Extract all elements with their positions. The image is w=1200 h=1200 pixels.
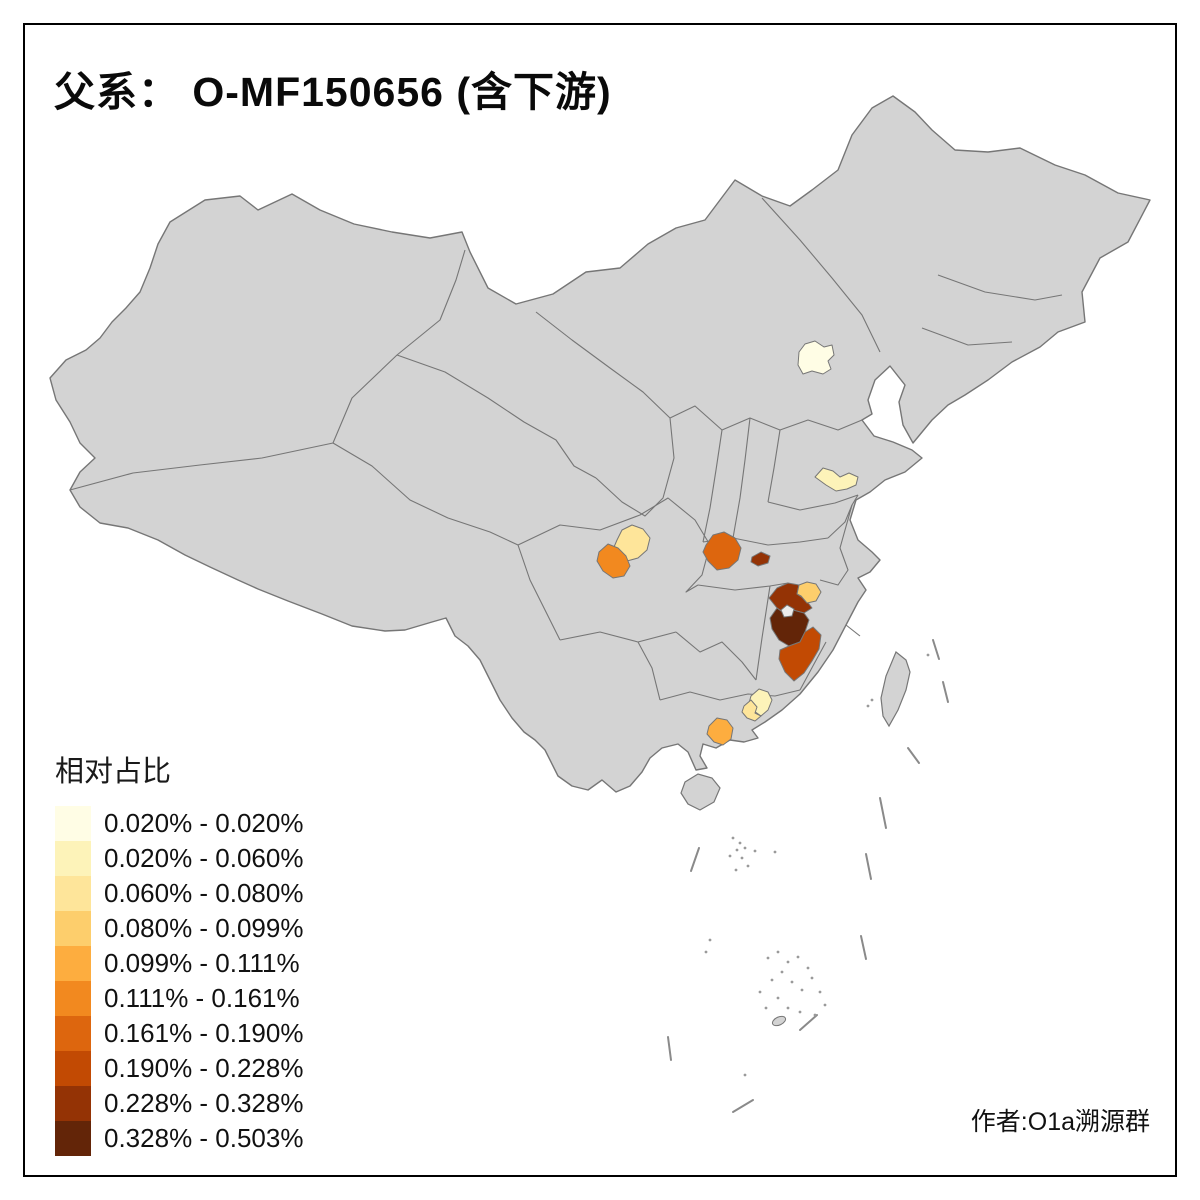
legend-swatch	[55, 841, 91, 876]
legend-label: 0.111% - 0.161%	[104, 983, 300, 1013]
south-china-sea-islets	[704, 653, 930, 1077]
poyang-lake	[780, 604, 795, 618]
legend-label: 0.161% - 0.190%	[104, 1018, 304, 1048]
map-region-chongqing-area	[702, 531, 742, 571]
legend-label: 0.080% - 0.099%	[104, 913, 304, 943]
legend-item: 0.060% - 0.080%	[55, 876, 303, 911]
legend-label: 0.328% - 0.503%	[104, 1123, 304, 1153]
islet-south	[771, 1015, 787, 1027]
legend-item: 0.228% - 0.328%	[55, 1086, 303, 1121]
nine-dash-line	[667, 639, 949, 1113]
legend-item: 0.099% - 0.111%	[55, 946, 303, 981]
legend-swatch	[55, 806, 91, 841]
legend-label: 0.060% - 0.080%	[104, 878, 304, 908]
legend-swatch	[55, 1016, 91, 1051]
taiwan-island	[880, 651, 911, 728]
legend-swatch	[55, 1121, 91, 1156]
china-mainland	[49, 95, 1151, 793]
legend-label: 0.020% - 0.020%	[104, 808, 304, 838]
legend-label: 0.020% - 0.060%	[104, 843, 304, 873]
map-region-sichuan-southwest	[596, 543, 631, 579]
map-region-beijing-area	[797, 340, 835, 375]
map-region-hubei-west-small	[750, 551, 771, 567]
colored-regions	[596, 340, 859, 746]
map-region-jiangxi-south	[778, 626, 822, 682]
legend-item: 0.328% - 0.503%	[55, 1121, 303, 1156]
page-title: 父系： O-MF150656 (含下游)	[54, 69, 612, 115]
legend-swatch	[55, 911, 91, 946]
legend-item: 0.190% - 0.228%	[55, 1051, 303, 1086]
plot-frame	[23, 23, 1177, 1177]
legend-label: 0.190% - 0.228%	[104, 1053, 304, 1083]
hainan-island	[680, 773, 721, 811]
map-region-guangdong-central	[741, 699, 762, 722]
legend-title: 相对占比	[55, 756, 172, 788]
legend-item: 0.111% - 0.161%	[55, 981, 303, 1016]
legend-swatch	[55, 1086, 91, 1121]
legend-swatch	[55, 1051, 91, 1086]
legend-swatch	[55, 876, 91, 911]
attribution-text: 作者:O1a溯源群	[970, 1108, 1150, 1136]
legend-label: 0.228% - 0.328%	[104, 1088, 304, 1118]
legend: 相对占比 0.020% - 0.020% 0.020% - 0.060% 0.0…	[55, 748, 303, 1156]
map-region-jiangxi-northeast	[796, 581, 822, 604]
legend-item: 0.080% - 0.099%	[55, 911, 303, 946]
map-region-shandong-west	[814, 467, 859, 492]
map-region-guangdong-west	[706, 717, 734, 746]
legend-swatch	[55, 981, 91, 1016]
legend-item: 0.161% - 0.190%	[55, 1016, 303, 1051]
legend-item: 0.020% - 0.060%	[55, 841, 303, 876]
legend-item: 0.020% - 0.020%	[55, 806, 303, 841]
legend-label: 0.099% - 0.111%	[104, 948, 300, 978]
legend-swatch	[55, 946, 91, 981]
